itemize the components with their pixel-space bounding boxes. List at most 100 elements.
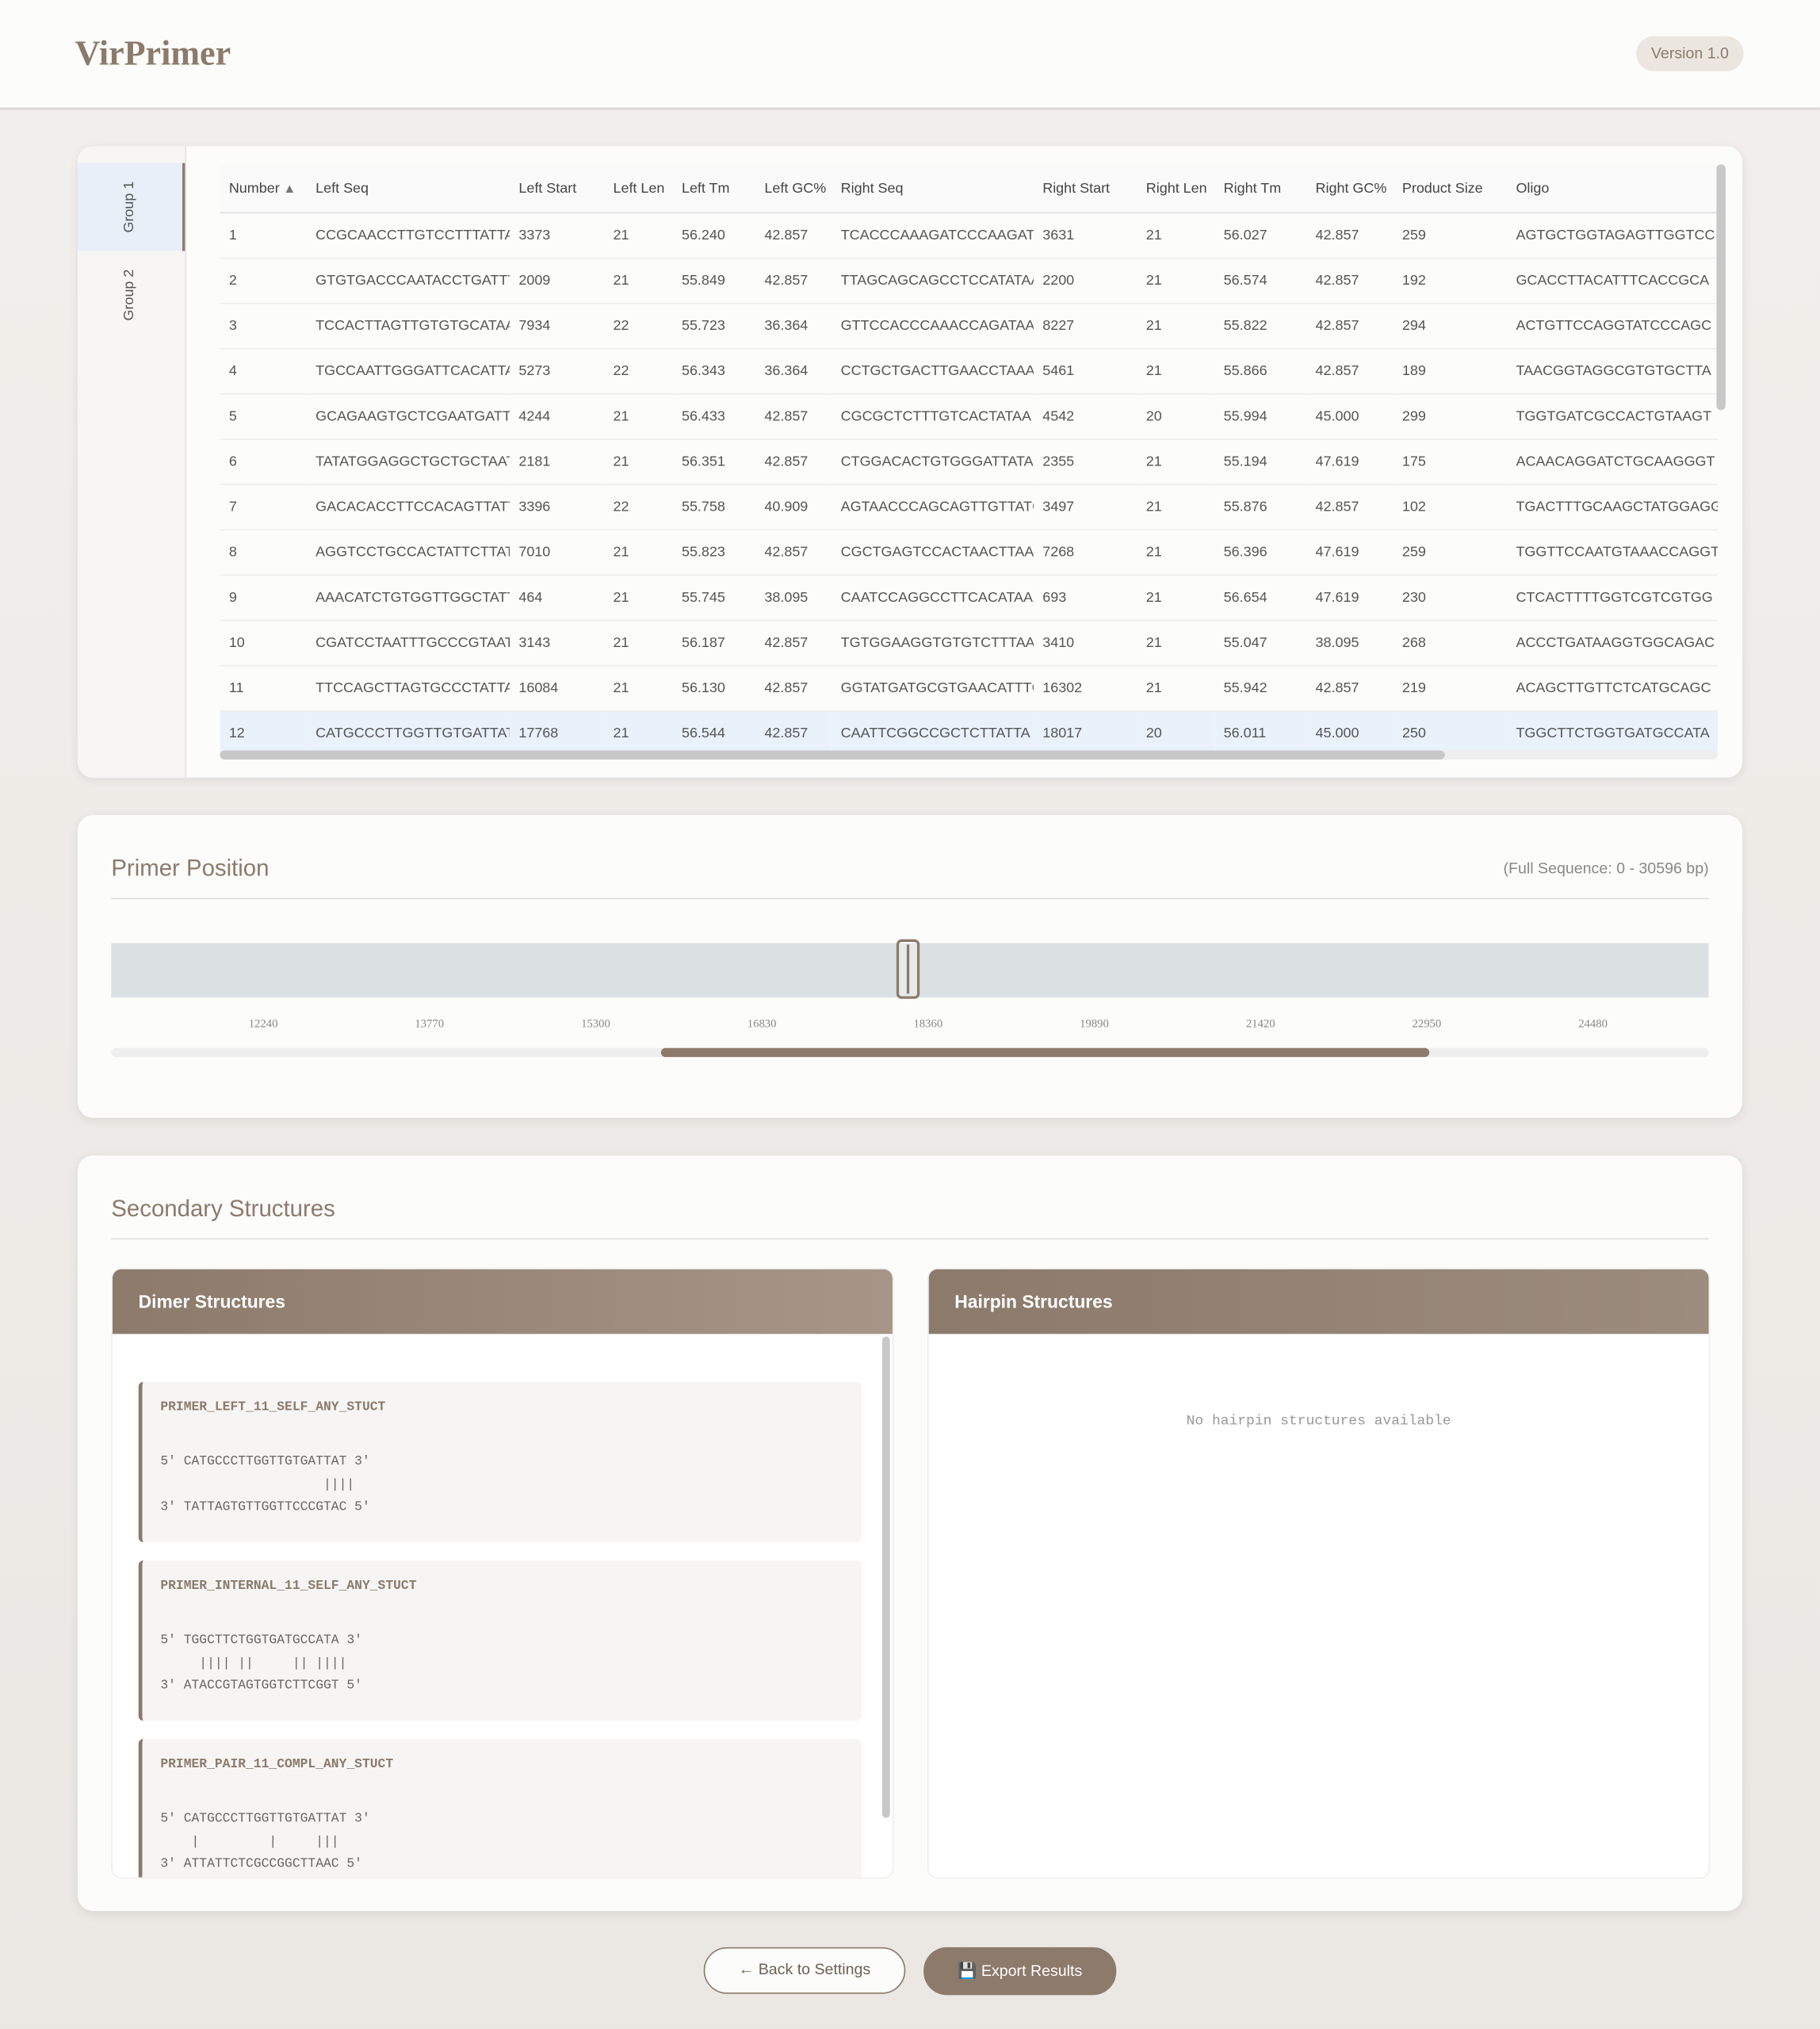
table-cell: TAACGGTAGGCGTGTGCTTA — [1507, 348, 1719, 395]
axis-tick-label: 12240 — [248, 1016, 278, 1030]
table-row[interactable]: 3 TCCACTTAGTTGTGTGCATAAT 7934 22 55.723 36.36… — [220, 303, 1719, 350]
table-cell: 55.745 — [672, 575, 755, 622]
table-cell: 21 — [604, 575, 673, 622]
table-cell: 55.822 — [1214, 303, 1307, 350]
table-cell: 56.240 — [672, 212, 755, 259]
dimer-line: 3' ATTATTCTCGCCGGCTTAAC 5' — [160, 1858, 362, 1873]
axis-tick-label: 15300 — [581, 1016, 610, 1030]
table-cell: 56.027 — [1214, 212, 1307, 259]
table-cell: 175 — [1393, 438, 1508, 485]
scroll-thumb[interactable] — [660, 1047, 1430, 1058]
column-header[interactable]: Left Seq — [306, 164, 510, 214]
column-header[interactable]: Number — [220, 164, 307, 214]
table-cell: GCACCTTACATTTCACCGCA — [1507, 258, 1719, 304]
table-cell: 2 — [220, 258, 307, 304]
table-row[interactable]: 11 TTCCAGCTTAGTGCCCTATTA 16084 21 56.130 42.8… — [220, 665, 1719, 712]
table-cell: 42.857 — [1306, 484, 1394, 531]
table-row[interactable]: 10 CGATCCTAATTTGCCCGTAAT 3143 21 56.187 42.85… — [220, 620, 1719, 667]
column-header[interactable]: Left GC% — [755, 164, 832, 214]
table-cell: 8227 — [1033, 303, 1138, 350]
column-header[interactable]: Right Len — [1137, 164, 1215, 214]
table-cell: 56.433 — [672, 393, 755, 440]
tab[interactable] — [77, 163, 185, 251]
v-scrollbar[interactable] — [881, 1336, 890, 1818]
column-header[interactable]: Right Tm — [1214, 164, 1307, 214]
axis-tick-label: 21420 — [1245, 1016, 1275, 1030]
tab-label[interactable]: Group 2 — [121, 269, 137, 321]
table-cell: 21 — [1137, 665, 1215, 712]
table-row[interactable]: 5 GCAGAAGTGCTCGAATGATTA 4244 21 56.433 42.857… — [220, 393, 1719, 440]
range-note: (Full Sequence: 0 - 30596 bp) — [1503, 859, 1709, 878]
header: VirPrimer Version 1.0 — [0, 0, 1820, 110]
column-header[interactable]: Right Start — [1033, 164, 1138, 214]
table-row[interactable]: 2 GTGTGACCCAATACCTGATTT 2009 21 55.849 42.857… — [220, 258, 1719, 304]
table-row[interactable]: 4 TGCCAATTGGGATTCACATTAT 5273 22 56.343 36.36… — [220, 348, 1719, 395]
table-cell: CTCACTTTTGGTCGTCGTGG — [1507, 575, 1719, 622]
tab-column — [77, 146, 186, 778]
table-cell: 11 — [220, 665, 307, 712]
table-cell: 42.857 — [755, 530, 832, 576]
dimer-line: 5' CATGCCCTTGGTTGTGATTAT 3' — [160, 1455, 370, 1470]
table-cell: 17768 — [509, 710, 605, 753]
table-cell: 12 — [220, 710, 307, 753]
table-cell: GCAGAAGTGCTCGAATGATTA — [306, 393, 510, 440]
dimer-name: PRIMER_LEFT_11_SELF_ANY_STUCT — [160, 1401, 386, 1416]
table-cell: 42.857 — [1306, 303, 1394, 350]
table-cell: 45.000 — [1306, 710, 1394, 753]
table-cell: TATATGGAGGCTGCTGCTAAT — [306, 438, 510, 485]
table-cell: 36.364 — [755, 348, 832, 395]
column-header[interactable]: Right Seq — [832, 164, 1034, 214]
table-cell: 5273 — [509, 348, 605, 395]
table-cell: 42.857 — [755, 438, 832, 485]
table-cell: 3396 — [509, 484, 605, 531]
table-cell: 259 — [1393, 530, 1508, 576]
column-header[interactable]: Left Start — [509, 164, 605, 214]
tab-label[interactable]: Group 1 — [121, 181, 137, 233]
table-cell: 6 — [220, 438, 307, 485]
table-cell: TGTGGAAGGTGTGTCTTTAAT — [832, 620, 1034, 667]
column-header[interactable]: Oligo — [1507, 164, 1719, 214]
table-cell: 56.187 — [672, 620, 755, 667]
primer-marker[interactable] — [896, 939, 920, 999]
table-cell: 22 — [604, 484, 673, 531]
v-scrollbar[interactable] — [1716, 164, 1726, 411]
table-cell: 21 — [604, 665, 673, 712]
h-scrollbar[interactable] — [220, 750, 1445, 760]
table-cell: 21 — [1137, 484, 1215, 531]
table-cell: 8 — [220, 530, 307, 576]
dimer-entry: PRIMER_LEFT_11_SELF_ANY_STUCT 5' CATGCCCT… — [138, 1381, 862, 1543]
column-header[interactable]: Left Tm — [672, 164, 755, 214]
table-row[interactable]: 9 AAACATCTGTGGTTGGCTATT 464 21 55.745 38.095 C… — [220, 575, 1719, 622]
version-badge: Version 1.0 — [1636, 36, 1744, 71]
table-cell: 45.000 — [1306, 393, 1394, 440]
table-row[interactable]: 7 GACACACCTTCCACAGTTATTA 3396 22 55.758 40.90… — [220, 484, 1719, 531]
dimer-name: PRIMER_PAIR_11_COMPL_ANY_STUCT — [160, 1758, 394, 1773]
table-cell: 21 — [604, 258, 673, 304]
table-cell: 56.544 — [672, 710, 755, 753]
dimer-line: 3' TATTAGTGTTGGTTCCCGTAC 5' — [160, 1500, 370, 1515]
column-header[interactable]: Right GC% — [1306, 164, 1394, 214]
table-row[interactable]: 12 CATGCCCTTGGTTGTGATTAT 17768 21 56.544 42.8… — [220, 710, 1719, 753]
table-cell: 42.857 — [755, 212, 832, 259]
export-button[interactable]: 💾 Export Results — [923, 1947, 1117, 1996]
table-cell: 3 — [220, 303, 307, 350]
table-cell: 42.857 — [755, 393, 832, 440]
table-row[interactable]: 8 AGGTCCTGCCACTATTCTTAT 7010 21 55.823 42.857… — [220, 530, 1719, 576]
column-header[interactable]: Left Len — [604, 164, 673, 214]
table-cell: 21 — [1137, 303, 1215, 350]
table-cell: 36.364 — [755, 303, 832, 350]
back-button[interactable]: ← Back to Settings — [703, 1947, 906, 1994]
table-cell: 55.994 — [1214, 393, 1307, 440]
dimer-line: 5' CATGCCCTTGGTTGTGATTAT 3' — [160, 1813, 370, 1828]
table-cell: ACAACAGGATCTGCAAGGGT — [1507, 438, 1719, 485]
table-cell: 55.194 — [1214, 438, 1307, 485]
table-cell: 250 — [1393, 710, 1508, 753]
section-title: Primer Position — [111, 855, 270, 882]
column-header[interactable]: Product Size — [1393, 164, 1508, 214]
axis-tick-label: 16830 — [747, 1016, 777, 1030]
dimer-line: 3' ATACCGTAGTGGTCTTCGGT 5' — [160, 1679, 362, 1694]
table-row[interactable]: 6 TATATGGAGGCTGCTGCTAAT 2181 21 56.351 42.857… — [220, 438, 1719, 485]
table-row[interactable]: 1 CCGCAACCTTGTCCTTTATTA 3373 21 56.240 42.857… — [220, 212, 1719, 259]
table-cell: 693 — [1033, 575, 1138, 622]
